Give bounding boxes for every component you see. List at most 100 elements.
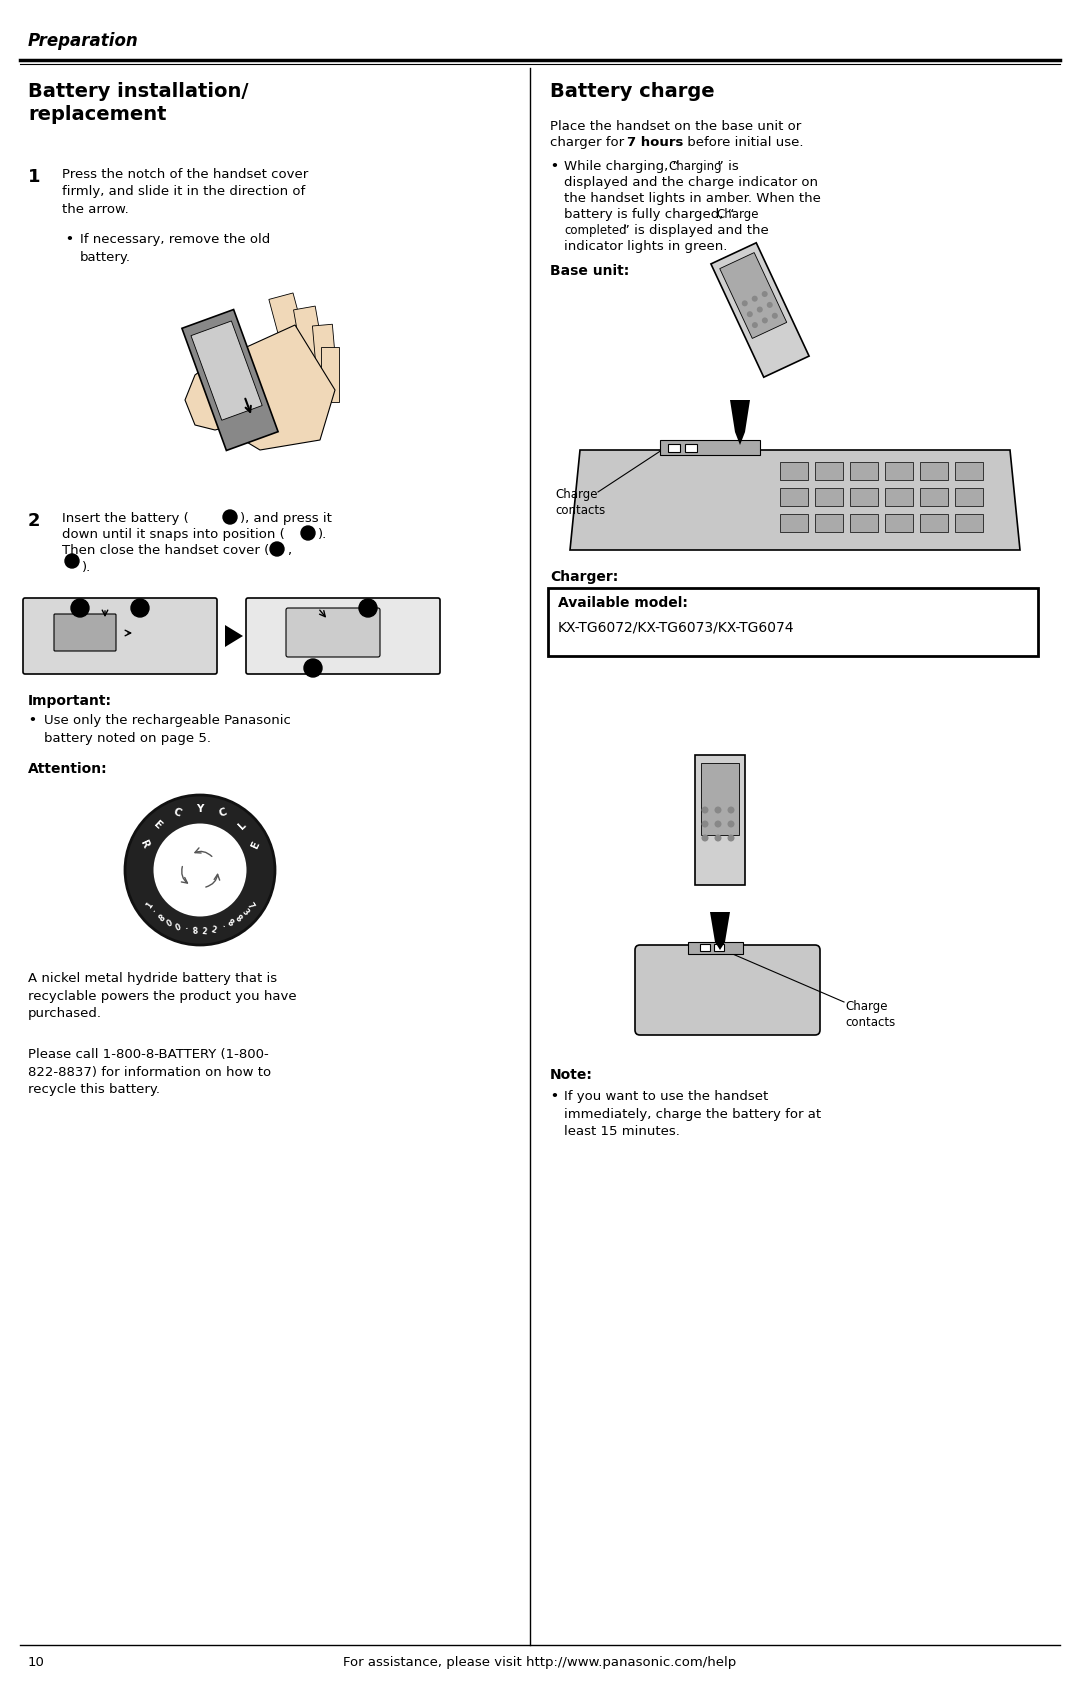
Polygon shape [711, 243, 809, 378]
Text: 2: 2 [306, 526, 310, 534]
Text: 1: 1 [77, 600, 83, 609]
Text: 3: 3 [365, 600, 370, 609]
Text: 2: 2 [210, 925, 217, 936]
Polygon shape [235, 325, 335, 451]
Bar [685, 444, 697, 452]
Text: Preparation: Preparation [28, 32, 138, 49]
Text: the handset lights in amber. When the: the handset lights in amber. When the [564, 192, 821, 206]
Text: 0: 0 [165, 919, 174, 929]
Bar [850, 514, 878, 532]
Text: Charge
contacts: Charge contacts [845, 1000, 895, 1029]
Polygon shape [719, 252, 786, 338]
Text: 1: 1 [28, 168, 41, 185]
Text: 2: 2 [137, 600, 143, 609]
Text: Battery charge: Battery charge [550, 82, 715, 100]
Text: 3: 3 [240, 907, 249, 917]
Text: ” is: ” is [717, 160, 739, 174]
Circle shape [772, 313, 778, 318]
Polygon shape [269, 293, 311, 367]
Text: •: • [550, 160, 558, 174]
Text: C: C [172, 806, 183, 818]
Bar [885, 488, 913, 505]
Circle shape [125, 794, 275, 946]
Bar [955, 488, 983, 505]
Circle shape [715, 820, 721, 827]
Text: Then close the handset cover (: Then close the handset cover ( [62, 544, 269, 556]
Polygon shape [225, 624, 243, 646]
Text: before initial use.: before initial use. [683, 136, 804, 150]
Polygon shape [321, 347, 339, 403]
Text: down until it snaps into position (: down until it snaps into position ( [62, 527, 285, 541]
Text: 1: 1 [226, 510, 230, 519]
Text: Ni·MH: Ni·MH [188, 868, 213, 876]
Text: Insert the battery (: Insert the battery ( [62, 512, 189, 526]
Bar [669, 444, 680, 452]
Text: ).: ). [318, 527, 327, 541]
Bar [700, 944, 710, 951]
Circle shape [301, 526, 315, 539]
Bar [714, 944, 724, 951]
Text: 1: 1 [145, 900, 154, 910]
Text: 7 hours: 7 hours [627, 136, 684, 150]
Text: Important:: Important: [28, 694, 112, 708]
Circle shape [746, 311, 753, 316]
Text: R: R [138, 839, 150, 850]
Circle shape [761, 318, 768, 323]
Text: KX-TG6072/KX-TG6073/KX-TG6074: KX-TG6072/KX-TG6073/KX-TG6074 [558, 619, 795, 634]
Text: E: E [249, 839, 261, 849]
Text: 8: 8 [233, 913, 243, 924]
Polygon shape [181, 310, 278, 451]
Polygon shape [660, 441, 760, 454]
Text: ).: ). [82, 561, 91, 573]
Polygon shape [185, 361, 240, 430]
FancyBboxPatch shape [23, 599, 217, 674]
Text: Place the handset on the base unit or: Place the handset on the base unit or [550, 121, 801, 133]
Bar [815, 514, 843, 532]
Text: If you want to use the handset
immediately, charge the battery for at
least 15 m: If you want to use the handset immediate… [564, 1090, 821, 1138]
Text: A nickel metal hydride battery that is
recyclable powers the product you have
pu: A nickel metal hydride battery that is r… [28, 971, 297, 1021]
Bar [885, 463, 913, 480]
Circle shape [752, 321, 758, 328]
Circle shape [728, 820, 734, 827]
Text: 4: 4 [310, 660, 315, 670]
Bar [920, 488, 948, 505]
Circle shape [742, 301, 747, 306]
Circle shape [728, 835, 734, 842]
Circle shape [270, 543, 284, 556]
Circle shape [131, 599, 149, 617]
Text: C: C [217, 806, 228, 818]
Text: Use only the rechargeable Panasonic
battery noted on page 5.: Use only the rechargeable Panasonic batt… [44, 714, 291, 745]
Text: Battery installation/
replacement: Battery installation/ replacement [28, 82, 248, 124]
Polygon shape [294, 306, 326, 374]
Text: displayed and the charge indicator on: displayed and the charge indicator on [564, 175, 818, 189]
Circle shape [702, 806, 708, 813]
Circle shape [702, 820, 708, 827]
Text: •: • [550, 1090, 558, 1102]
Text: battery is fully charged, “: battery is fully charged, “ [564, 208, 734, 221]
Circle shape [65, 555, 79, 568]
FancyBboxPatch shape [548, 589, 1038, 657]
FancyBboxPatch shape [54, 614, 116, 651]
Text: 2: 2 [202, 927, 207, 936]
Polygon shape [701, 764, 739, 835]
Text: •: • [65, 233, 72, 247]
Text: E: E [152, 820, 164, 832]
Bar [780, 488, 808, 505]
Circle shape [757, 306, 762, 313]
Text: ·: · [219, 922, 225, 932]
Circle shape [222, 510, 237, 524]
Text: While charging, “: While charging, “ [564, 160, 679, 174]
Bar [780, 514, 808, 532]
FancyBboxPatch shape [635, 946, 820, 1034]
Text: 3: 3 [274, 541, 280, 551]
Bar [815, 463, 843, 480]
Bar [815, 488, 843, 505]
Text: L: L [237, 820, 248, 832]
Text: For assistance, please visit http://www.panasonic.com/help: For assistance, please visit http://www.… [343, 1657, 737, 1669]
Bar [850, 463, 878, 480]
Text: 4: 4 [69, 553, 75, 563]
Text: Attention:: Attention: [28, 762, 108, 776]
Bar [688, 942, 743, 954]
Circle shape [752, 296, 758, 301]
Circle shape [715, 806, 721, 813]
